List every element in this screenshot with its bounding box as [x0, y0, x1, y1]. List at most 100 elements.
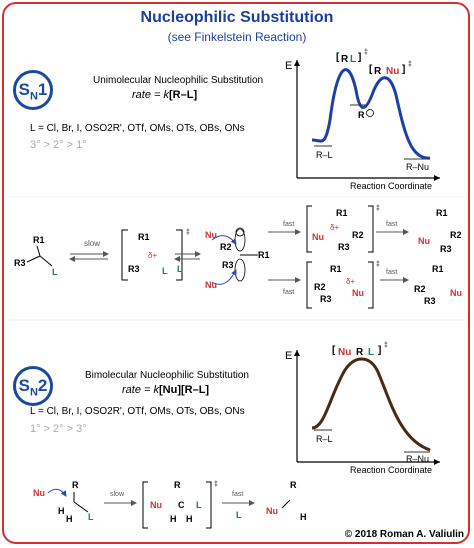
svg-text:L: L [236, 510, 242, 520]
svg-text:H: H [58, 506, 65, 516]
sn2-badge: SN2 [13, 366, 53, 406]
svg-text:R3: R3 [320, 294, 332, 304]
svg-text:L: L [162, 266, 168, 276]
svg-text:Nu: Nu [150, 500, 162, 510]
svg-text:R: R [374, 66, 382, 77]
svg-text:L: L [88, 512, 94, 522]
page-subtitle: (see Finkelstein Reaction) [167, 30, 307, 44]
svg-text:L: L [177, 264, 183, 274]
svg-text:L: L [350, 54, 356, 65]
intermediate-label: R [358, 110, 365, 120]
sn1-reactivity: 3° > 2° > 1° [30, 139, 87, 151]
svg-text:R: R [174, 480, 181, 490]
sn1-badge: SN1 [13, 70, 53, 110]
svg-text:]: ] [358, 52, 361, 63]
svg-text:Nu: Nu [312, 232, 324, 242]
svg-text:R1: R1 [258, 250, 270, 260]
svg-text:R3: R3 [14, 258, 26, 268]
svg-text:Nu: Nu [418, 236, 430, 246]
svg-text:H: H [186, 514, 193, 524]
ionization-ts: ‡ R1 R3 δ+ L [121, 229, 190, 281]
svg-text:‡: ‡ [364, 49, 368, 56]
svg-text:Nu: Nu [205, 230, 217, 240]
svg-text:δ+: δ+ [330, 223, 339, 232]
svg-text:R: R [290, 480, 297, 490]
svg-text:Nu: Nu [450, 288, 462, 298]
energy-diagram-2: E Reaction Coordinate R–L R–Nu [ Nu R L … [285, 342, 440, 475]
sn2-reactivity: 1° > 2° > 3° [30, 423, 87, 435]
svg-text:Reaction Coordinate: Reaction Coordinate [350, 465, 432, 475]
carbocation: Nu Nu R1 R2 R3 [205, 227, 270, 290]
reactant-label-1: R–L [316, 150, 333, 160]
sn1-leaving-groups: L = Cl, Br, I, OSO2R', OTf, OMs, OTs, OB… [30, 123, 245, 134]
svg-text:slow: slow [84, 239, 100, 248]
svg-text:‡: ‡ [186, 229, 190, 236]
copyright: © 2018 Roman A. Valiulin [344, 529, 464, 540]
svg-text:R1: R1 [436, 208, 448, 218]
svg-text:R1: R1 [330, 264, 342, 274]
svg-text:‡: ‡ [214, 481, 218, 488]
product-label-1: R–Nu [406, 162, 429, 172]
svg-text:[: [ [336, 52, 340, 63]
svg-text:R2: R2 [352, 230, 364, 240]
svg-text:]: ] [378, 345, 381, 356]
svg-text:H: H [66, 514, 73, 524]
energy-curve-2 [311, 357, 431, 452]
energy-curve-1 [311, 68, 431, 160]
svg-text:‡: ‡ [384, 342, 388, 349]
svg-text:]: ] [402, 64, 405, 75]
svg-text:R3: R3 [338, 242, 350, 252]
svg-text:δ+: δ+ [346, 277, 355, 286]
page-border [2, 2, 470, 544]
svg-text:R1: R1 [432, 264, 444, 274]
svg-text:Nu: Nu [33, 488, 45, 498]
product-label-2: R–Nu [406, 454, 429, 464]
svg-text:R1: R1 [138, 232, 150, 242]
svg-text:‡: ‡ [376, 205, 380, 212]
svg-text:Nu: Nu [352, 288, 364, 298]
substrate-1: R1 R3 L [14, 235, 58, 277]
svg-text:R2: R2 [450, 230, 462, 240]
svg-text:L: L [52, 267, 58, 277]
svg-text:R2: R2 [414, 284, 426, 294]
svg-text:fast: fast [283, 289, 294, 296]
svg-text:R: R [341, 54, 349, 65]
svg-text:L: L [196, 500, 202, 510]
page-title: Nucleophilic Substitution [140, 9, 334, 26]
svg-text:‡: ‡ [408, 61, 412, 68]
sn2-rate: rate = k[Nu][R–L] [122, 384, 210, 396]
svg-text:Nu: Nu [338, 347, 351, 358]
svg-text:R2: R2 [314, 282, 326, 292]
svg-text:L: L [368, 347, 374, 358]
sn1-name: Unimolecular Nucleophilic Substitution [93, 75, 264, 86]
svg-text:[: [ [369, 64, 373, 75]
svg-text:R2: R2 [220, 242, 232, 252]
svg-text:R: R [72, 480, 79, 490]
svg-text:H: H [300, 512, 307, 522]
svg-text:H: H [170, 514, 177, 524]
svg-text:slow: slow [110, 491, 125, 498]
svg-text:R3: R3 [424, 296, 436, 306]
svg-text:E: E [285, 350, 292, 362]
svg-text:R3: R3 [128, 264, 140, 274]
svg-text:R3: R3 [222, 260, 234, 270]
svg-text:Nu: Nu [266, 506, 278, 516]
svg-text:R1: R1 [33, 235, 45, 245]
sn2-name: Bimolecular Nucleophilic Substitution [85, 370, 249, 381]
energy-diagram-1: E Reaction Coordinate R–L R R–Nu [ R L ]… [285, 49, 440, 191]
reactant-label-2: R–L [316, 434, 333, 444]
svg-text:R: R [356, 347, 364, 358]
svg-text:R3: R3 [440, 244, 452, 254]
svg-text:fast: fast [386, 269, 397, 276]
svg-text:‡: ‡ [376, 261, 380, 268]
sn1-mechanism: R1 R3 L slow ‡ R1 R3 δ+ L L Nu Nu [8, 196, 466, 309]
e-label-1: E [285, 60, 292, 72]
svg-text:fast: fast [232, 491, 243, 498]
svg-text:Nu: Nu [205, 280, 217, 290]
svg-text:R1: R1 [336, 208, 348, 218]
sn2-leaving-groups: L = Cl, Br, I, OSO2R', OTf, OMs, OTs, OB… [30, 406, 245, 417]
svg-text:fast: fast [283, 221, 294, 228]
reaction-coordinate-1: Reaction Coordinate [350, 181, 432, 191]
svg-text:Nu: Nu [386, 66, 399, 77]
